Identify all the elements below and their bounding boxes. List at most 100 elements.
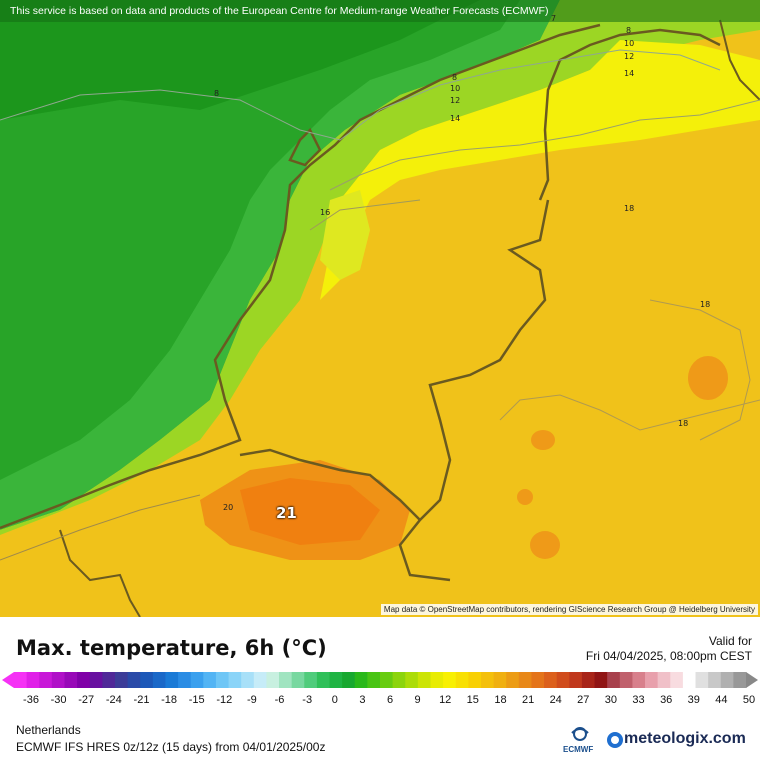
region-name: Netherlands [16,723,81,737]
scale-tick-label: 44 [715,694,728,706]
isoline-label: 8 [452,73,458,82]
scale-cell [14,672,28,688]
scale-tick-label: 0 [331,694,338,706]
scale-cell [392,672,406,688]
scale-cell [114,672,129,688]
map-canvas [0,0,760,617]
sea-deep-green [0,0,480,120]
scale-cell [581,672,596,688]
scale-cell [165,672,179,688]
scale-cell [203,672,217,688]
scale-ticks: -36 -30 -27 -24 -21 -18 -15 -12 -9 -6 -3 0 3 6 9 12 15 18… [0,694,760,708]
scale-cell [39,672,53,688]
scale-cell [657,672,671,688]
scale-cell [215,672,230,688]
scale-cell [304,672,318,688]
scale-cell [682,672,697,688]
warm-spot-south [530,531,560,559]
max-temperature-label: 21 [276,504,297,522]
scale-cell [544,672,558,688]
brand-name[interactable]: meteologix.com [624,730,746,747]
isoline-label: 20 [223,503,234,512]
scale-cell [430,672,444,688]
scale-cell [26,672,40,688]
isoline-label: 14 [624,69,635,78]
scale-tick-label: 27 [577,694,590,706]
valid-time: Fri 04/04/2025, 08:00pm CEST [585,649,752,663]
scale-cell [291,672,305,688]
scale-cell [556,672,570,688]
meteologix-logo-icon[interactable] [605,730,625,750]
scale-cell [670,672,684,688]
isotherm-18 [499,394,760,431]
isotherm-16 [309,199,421,231]
map-attribution[interactable]: Map data © OpenStreetMap contributors, r… [380,604,758,615]
scale-cell [645,672,659,688]
scale-cell [316,672,331,688]
scale-cell [367,672,381,688]
legend-panel: Max. temperature, 6h (°C) Valid for Fri … [0,617,760,760]
scale-tick-label: 9 [414,694,421,706]
temperature-map[interactable]: This service is based on data and produc… [0,0,760,617]
scale-tick-label: -30 [50,694,67,706]
scale-cell [354,672,368,688]
scale-tick-label: 6 [386,694,394,706]
scale-cell [569,672,583,688]
model-info: ECMWF IFS HRES 0z/12z (15 days) from 04/… [16,740,326,754]
border-northeast [719,19,760,101]
scale-cell [342,672,356,688]
scale-cell [140,672,154,688]
scale-cell [733,672,747,688]
scale-cell [329,672,343,688]
scale-arrow-left [2,672,14,688]
scale-tick-label: -3 [302,694,313,706]
scale-cell [51,672,65,688]
scale-cell [443,672,457,688]
scale-cell [695,672,709,688]
scale-cell [468,672,482,688]
isotherm-20 [0,494,201,561]
scale-cell [102,672,116,688]
coastline [0,23,601,530]
scale-tick-label: 18 [494,694,507,706]
scale-tick-label: 21 [521,694,535,706]
scale-cell [279,672,293,688]
scale-cell [708,672,722,688]
isoline-label: 8 [626,26,632,35]
scale-cell [64,672,78,688]
parameter-title: Max. temperature, 6h (°C) [16,636,327,660]
valid-label: Valid for [708,634,752,648]
scale-cell [594,672,608,688]
border-southwest [59,529,141,617]
scale-tick-label: 12 [439,694,452,706]
scale-tick-label: 50 [742,694,756,706]
isoline-label: 7 [551,14,557,23]
isoline-label: 8 [214,89,220,98]
isoline-label: 14 [450,114,461,123]
ecmwf-banner: This service is based on data and produc… [0,0,760,22]
scale-tick-label: -12 [216,694,233,706]
isoline-label: 18 [700,300,711,309]
scale-cell [619,672,633,688]
scale-cell [455,672,469,688]
isoline-label: 18 [624,204,635,213]
isotherm-18-east [649,299,751,441]
scale-tick-label: -21 [133,694,150,706]
border-fr-be [239,448,421,521]
isoline-label: 12 [450,96,461,105]
border-east [398,199,550,582]
scale-cell [190,672,204,688]
scale-cell [480,672,495,688]
isoline-label: 16 [320,208,331,217]
isotherm-8 [0,49,721,141]
color-scale [2,672,758,688]
scale-cell [493,672,507,688]
scale-cell [266,672,280,688]
scale-tick-label: 33 [632,694,645,706]
ecmwf-label: ECMWF [563,745,594,754]
scale-cell [506,672,520,688]
scale-cell [178,672,192,688]
warm-spot-east [688,356,728,400]
scale-tick-label: -6 [274,694,285,706]
ecmwf-logo-icon[interactable] [560,727,600,755]
